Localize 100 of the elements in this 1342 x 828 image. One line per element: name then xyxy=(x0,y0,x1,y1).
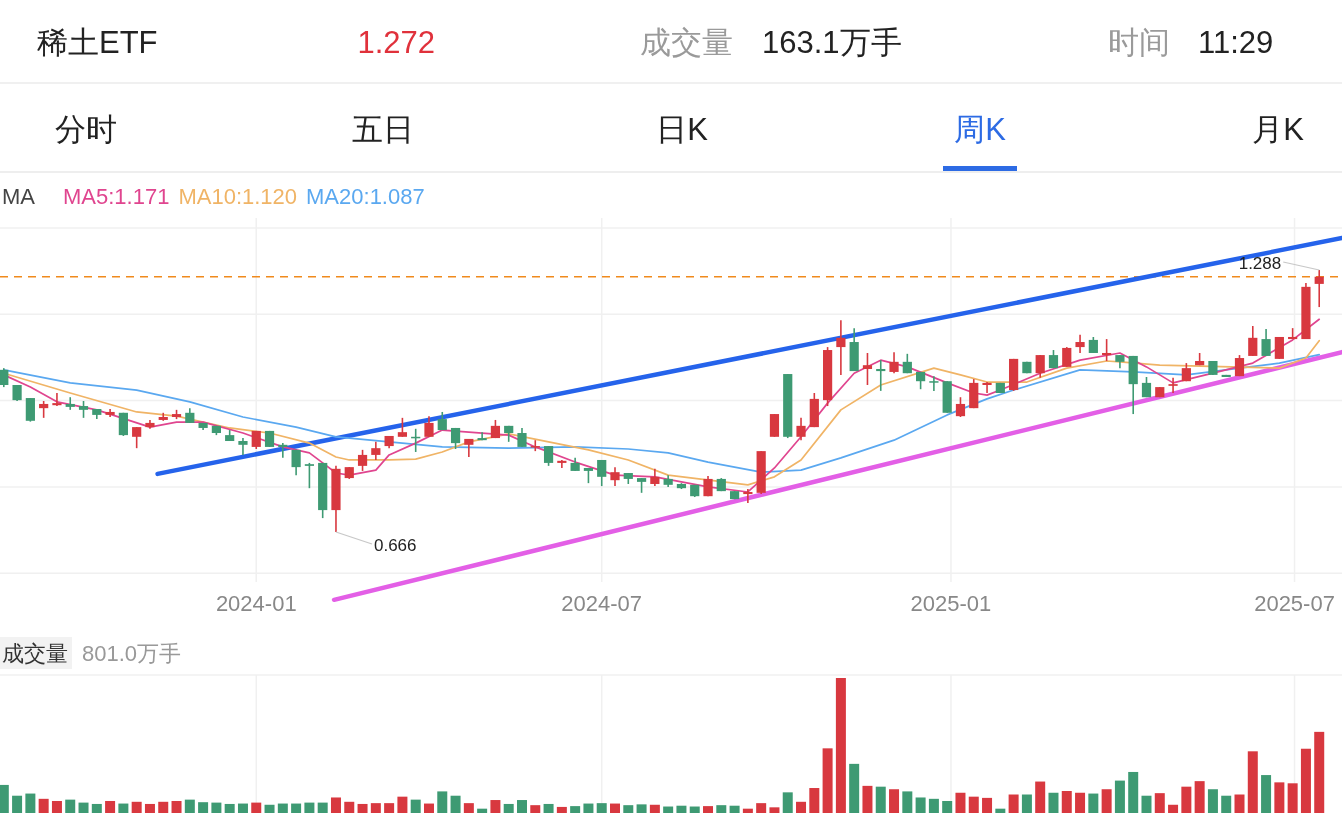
bar xyxy=(503,803,514,813)
text: MA10:1.120 xyxy=(178,184,298,209)
bar xyxy=(1194,781,1205,813)
candlestick xyxy=(424,415,434,438)
bar xyxy=(1008,794,1019,813)
bar xyxy=(330,797,341,813)
text: MA20:1.087 xyxy=(306,184,425,209)
text: 成交量 xyxy=(640,25,733,60)
bar xyxy=(397,796,408,813)
bar xyxy=(796,801,807,813)
x-tick-label: 2025-07 xyxy=(1254,591,1335,616)
bar xyxy=(237,803,248,813)
candlestick xyxy=(517,427,527,448)
bar xyxy=(144,803,155,813)
bar xyxy=(756,803,767,813)
bar xyxy=(742,808,753,813)
bar xyxy=(849,763,860,813)
candlestick xyxy=(889,351,899,374)
x-tick-label: 2025-01 xyxy=(910,591,992,616)
bar xyxy=(915,797,926,813)
bar xyxy=(955,792,966,813)
text: 11:29 xyxy=(1198,25,1274,60)
bar xyxy=(224,803,235,813)
bar xyxy=(264,804,275,813)
bar xyxy=(649,804,660,813)
bar xyxy=(477,808,488,813)
bar xyxy=(663,806,674,813)
candlestick xyxy=(1261,328,1271,357)
bar xyxy=(1048,792,1059,813)
candlestick xyxy=(1102,338,1112,362)
candlestick xyxy=(278,442,288,459)
bar xyxy=(1101,789,1112,813)
annotation: 1.288 xyxy=(1238,254,1282,273)
text: 163.1万手 xyxy=(762,25,902,60)
x-tick-label: 2024-01 xyxy=(215,591,297,616)
chart-title: 成交量 xyxy=(2,641,68,666)
candlestick xyxy=(876,359,886,392)
bar xyxy=(1300,748,1311,813)
bar xyxy=(1128,771,1139,813)
legend-title: MA xyxy=(2,184,36,209)
bar xyxy=(703,806,714,813)
text: 月K xyxy=(1252,112,1305,147)
bar xyxy=(158,801,169,813)
bar xyxy=(570,806,581,813)
bar xyxy=(105,800,116,813)
bar xyxy=(942,800,953,813)
bar xyxy=(490,800,501,813)
bar xyxy=(1088,793,1099,813)
bar xyxy=(198,802,209,813)
bar xyxy=(1021,794,1032,813)
text: 稀土ETF xyxy=(37,25,158,60)
bar xyxy=(357,803,368,813)
candlestick xyxy=(357,449,368,472)
bar xyxy=(968,796,979,813)
bar xyxy=(317,802,328,813)
bar xyxy=(171,800,182,813)
bar xyxy=(25,793,36,813)
bar xyxy=(889,789,900,813)
candlestick xyxy=(836,319,846,376)
text: 周K xyxy=(954,112,1007,147)
candlestick xyxy=(25,397,35,423)
bar xyxy=(344,801,355,813)
bar xyxy=(51,800,62,813)
candlestick xyxy=(291,449,301,476)
bar xyxy=(995,808,1006,813)
candlestick xyxy=(1075,334,1085,354)
bar xyxy=(450,795,461,813)
bar xyxy=(1221,795,1232,813)
candlestick xyxy=(530,439,540,452)
candlestick xyxy=(982,381,992,394)
bar xyxy=(530,805,541,813)
bar xyxy=(0,784,9,813)
annotation: 0.666 xyxy=(373,536,417,555)
candlestick xyxy=(132,426,142,449)
bar xyxy=(1141,795,1152,813)
candlestick xyxy=(238,437,248,456)
bar xyxy=(982,797,993,813)
text: 日K xyxy=(656,112,709,147)
bar xyxy=(1314,731,1325,813)
bar xyxy=(1207,789,1218,813)
candlestick xyxy=(304,462,314,489)
text: 时间 xyxy=(1108,25,1170,60)
x-tick-label: 2024-07 xyxy=(561,591,643,616)
bar xyxy=(211,802,222,813)
bar xyxy=(782,792,793,813)
bar xyxy=(1035,781,1046,813)
bar xyxy=(610,803,620,813)
candlestick xyxy=(1035,354,1045,379)
bar xyxy=(1261,775,1272,813)
candlestick xyxy=(610,466,620,487)
candlestick xyxy=(0,367,9,388)
text: 1.272 xyxy=(357,25,435,60)
bar xyxy=(423,803,434,813)
candlestick xyxy=(371,441,381,461)
candlestick xyxy=(1248,325,1258,357)
bar xyxy=(437,791,448,813)
candlestick xyxy=(1062,346,1072,368)
bar xyxy=(928,798,939,813)
bar xyxy=(902,791,913,813)
candlestick xyxy=(796,417,806,441)
